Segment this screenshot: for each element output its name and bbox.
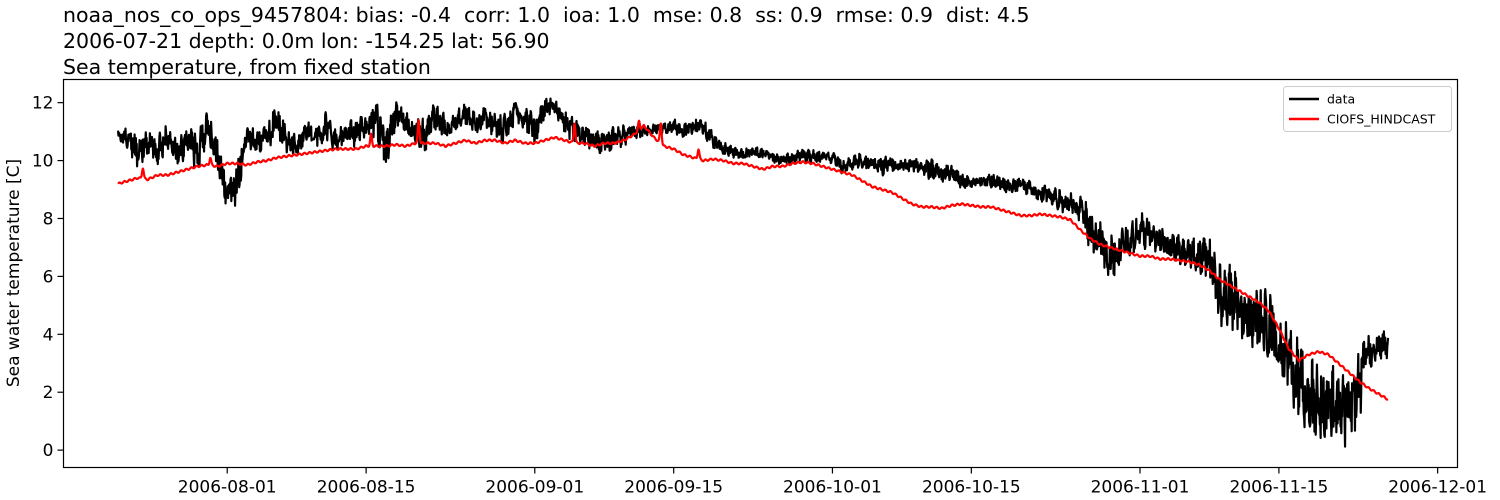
legend-label-ciofs-hindcast: CIOFS_HINDCAST <box>1327 112 1436 127</box>
x-tick-label: 2006-10-15 <box>922 478 1021 498</box>
x-tick-label: 2006-11-01 <box>1091 478 1190 498</box>
y-tick-label: 8 <box>43 209 54 229</box>
chart-title: noaa_nos_co_ops_9457804: bias: -0.4 corr… <box>63 2 1030 80</box>
x-tick-label: 2006-08-15 <box>317 478 416 498</box>
y-axis-label: Sea water temperature [C] <box>4 159 24 387</box>
plot-frame <box>62 78 1459 469</box>
x-tick-label: 2006-09-01 <box>485 478 584 498</box>
legend: data CIOFS_HINDCAST <box>1283 86 1452 132</box>
y-tick-label: 4 <box>43 325 54 345</box>
y-tick-label: 10 <box>32 152 54 172</box>
title-line-2: 2006-07-21 depth: 0.0m lon: -154.25 lat:… <box>63 29 550 53</box>
legend-label-data: data <box>1327 92 1355 107</box>
series-line-data <box>116 97 1390 448</box>
title-line-3: Sea temperature, from fixed station <box>63 55 431 79</box>
x-tick-label: 2006-11-15 <box>1230 478 1329 498</box>
series-layer <box>116 97 1390 448</box>
title-line-1: noaa_nos_co_ops_9457804: bias: -0.4 corr… <box>63 3 1030 27</box>
series-line-ciofs-hindcast <box>117 118 1389 401</box>
y-tick-label: 0 <box>43 441 54 461</box>
y-tick-label: 12 <box>32 94 54 114</box>
axis-ticks: 2006-08-01 2006-08-15 2006-09-01 2006-09-15… <box>32 94 1487 498</box>
x-tick-label: 2006-12-01 <box>1388 478 1487 498</box>
x-tick-label: 2006-08-01 <box>178 478 277 498</box>
x-tick-label: 2006-10-01 <box>783 478 882 498</box>
y-tick-label: 2 <box>43 383 54 403</box>
y-tick-label: 6 <box>43 267 54 287</box>
x-tick-label: 2006-09-15 <box>624 478 723 498</box>
legend-box <box>1283 86 1452 132</box>
